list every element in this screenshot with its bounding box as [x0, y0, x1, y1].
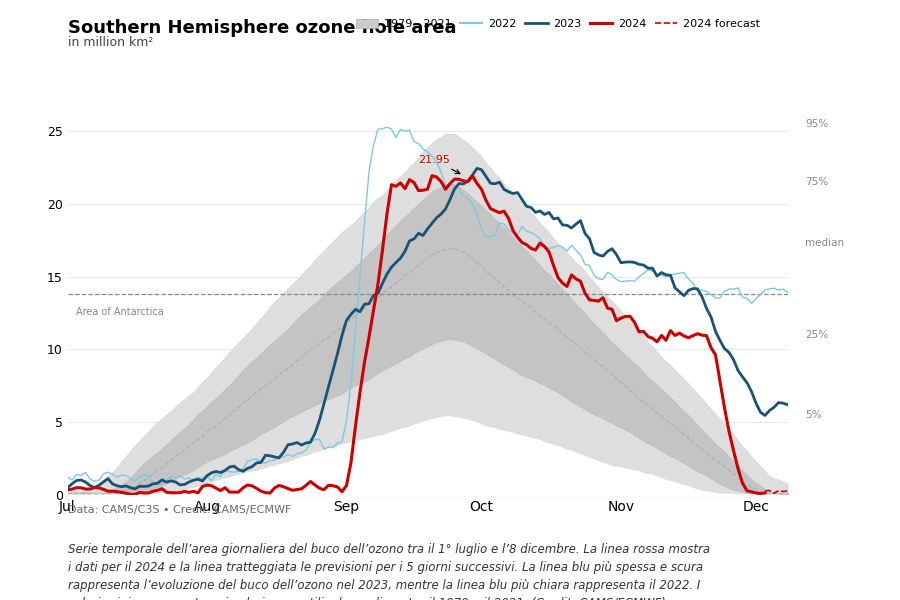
Text: 21.95: 21.95 [418, 155, 460, 173]
Text: 95%: 95% [806, 119, 829, 129]
Text: Southern Hemisphere ozone hole area: Southern Hemisphere ozone hole area [68, 19, 456, 37]
Text: Area of Antarctica: Area of Antarctica [76, 307, 164, 317]
Text: Serie temporale dell’area giornaliera del buco dell’ozono tra il 1° luglio e l’8: Serie temporale dell’area giornaliera de… [68, 543, 709, 600]
Text: median: median [806, 238, 844, 248]
Legend: 1979 - 2021, 2022, 2023, 2024, 2024 forecast: 1979 - 2021, 2022, 2023, 2024, 2024 fore… [352, 14, 764, 34]
Text: 5%: 5% [806, 410, 822, 420]
Text: Data: CAMS/C3S • Credit: CAMS/ECMWF: Data: CAMS/C3S • Credit: CAMS/ECMWF [68, 505, 291, 515]
Text: 75%: 75% [806, 177, 829, 187]
Text: in million km²: in million km² [68, 36, 153, 49]
Text: 25%: 25% [806, 330, 829, 340]
